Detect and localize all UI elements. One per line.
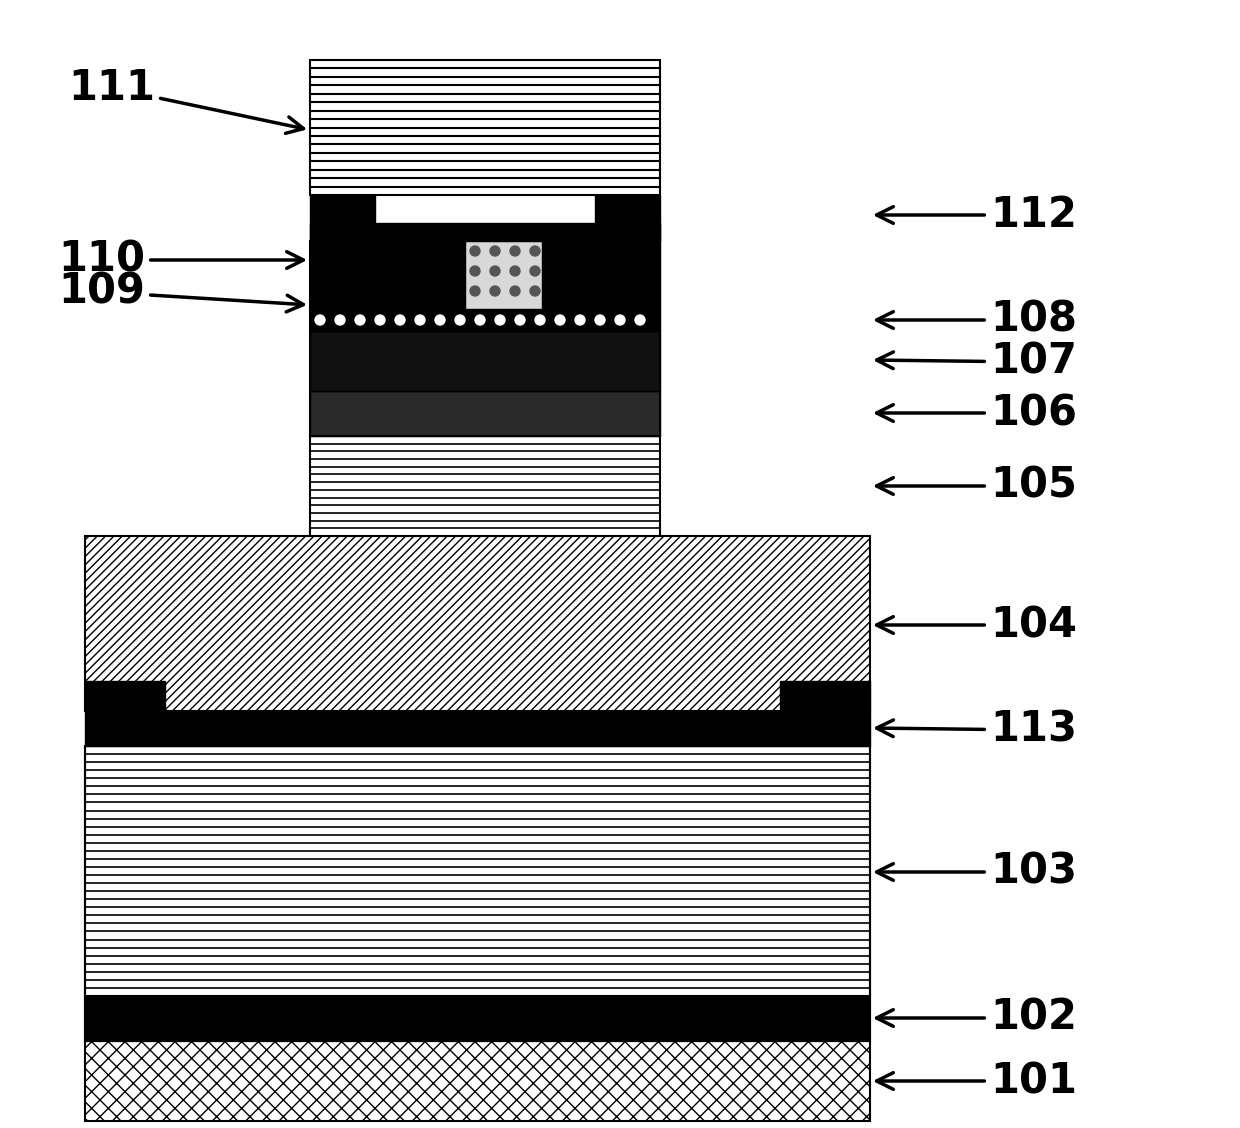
Circle shape [315,315,325,325]
Circle shape [510,266,520,276]
Circle shape [575,315,585,325]
Bar [86,746,870,1041]
Circle shape [355,315,365,325]
Text: 110: 110 [58,239,304,281]
Bar [310,331,660,391]
Circle shape [470,287,480,296]
Circle shape [495,315,505,325]
Circle shape [595,315,605,325]
Bar [465,241,542,309]
Text: 109: 109 [58,271,304,312]
Circle shape [490,246,500,256]
Circle shape [635,315,645,325]
Text: 103: 103 [877,851,1078,893]
Text: 112: 112 [877,194,1076,236]
Text: 102: 102 [877,997,1076,1039]
Bar [542,241,660,309]
Bar [86,996,870,1041]
Circle shape [515,315,525,325]
Bar [86,536,870,711]
Circle shape [396,315,405,325]
Bar [595,195,660,241]
Circle shape [455,315,465,325]
Circle shape [415,315,425,325]
Circle shape [529,266,539,276]
Circle shape [374,315,384,325]
Circle shape [490,287,500,296]
Bar [310,391,660,437]
Circle shape [529,287,539,296]
Bar [310,223,660,241]
Circle shape [490,266,500,276]
Text: 104: 104 [877,603,1076,646]
Bar [780,681,870,711]
Text: 105: 105 [877,465,1076,506]
Text: 106: 106 [877,393,1078,434]
Circle shape [529,246,539,256]
Circle shape [335,315,345,325]
Bar [310,195,374,241]
Circle shape [470,266,480,276]
Bar [86,711,870,746]
Bar [310,437,660,536]
Bar [310,241,465,309]
Bar [310,309,660,331]
Text: 108: 108 [877,299,1078,341]
Circle shape [556,315,565,325]
Circle shape [435,315,445,325]
Bar [310,60,660,195]
Circle shape [510,287,520,296]
Text: 113: 113 [877,710,1078,751]
Text: 101: 101 [877,1060,1078,1102]
Circle shape [470,246,480,256]
Circle shape [510,246,520,256]
Text: 111: 111 [68,67,304,133]
Circle shape [534,315,546,325]
Text: 107: 107 [877,341,1078,384]
Circle shape [475,315,485,325]
Bar [86,681,165,711]
Circle shape [615,315,625,325]
Bar [86,1041,870,1121]
Bar [86,746,870,996]
Bar [310,241,660,437]
